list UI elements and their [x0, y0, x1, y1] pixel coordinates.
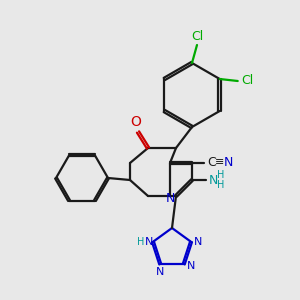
- Text: Cl: Cl: [191, 31, 203, 44]
- Text: H: H: [137, 237, 145, 247]
- Text: C: C: [208, 157, 216, 169]
- Text: ≡: ≡: [215, 157, 225, 167]
- Text: N: N: [156, 267, 164, 277]
- Text: Cl: Cl: [242, 74, 254, 88]
- Text: N: N: [223, 157, 233, 169]
- Text: H: H: [217, 170, 225, 180]
- Text: H: H: [217, 180, 225, 190]
- Text: O: O: [130, 115, 141, 129]
- Text: N: N: [194, 237, 202, 247]
- Text: N: N: [165, 191, 175, 205]
- Text: N: N: [187, 261, 195, 271]
- Text: N: N: [208, 173, 218, 187]
- Text: N: N: [145, 237, 153, 247]
